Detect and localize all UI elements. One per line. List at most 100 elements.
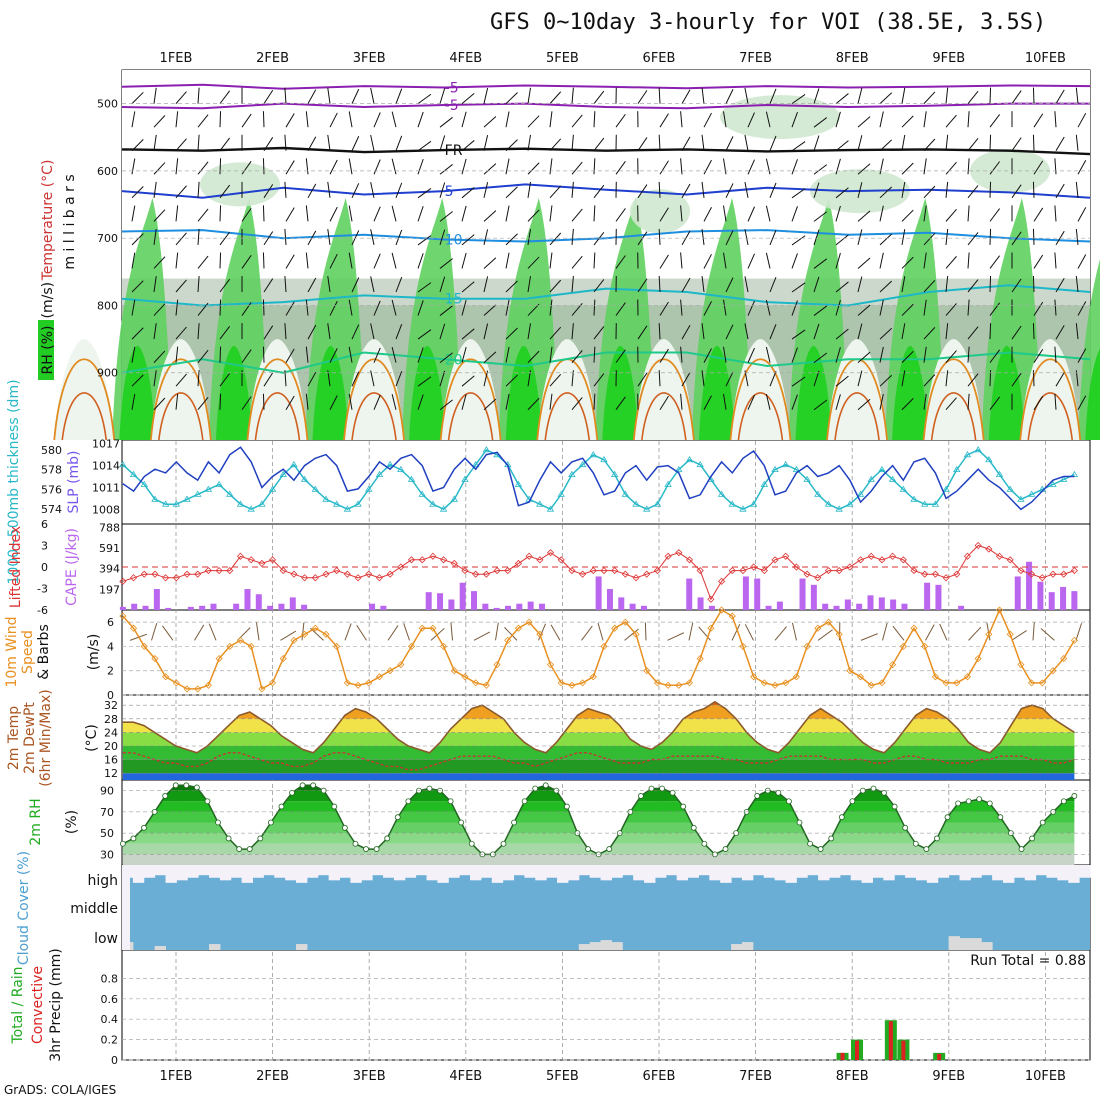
wind-barb <box>417 111 424 128</box>
wind-speed-line-point <box>685 679 694 687</box>
isotherm-30 <box>61 392 108 441</box>
cape-bar <box>233 603 240 610</box>
high-cloud-gap <box>981 865 993 876</box>
thickness-line-point <box>1017 495 1025 502</box>
wind-barb <box>175 279 187 293</box>
slp-tick: 1017 <box>92 438 120 451</box>
wind-barb <box>153 115 166 128</box>
wind-barb <box>1077 112 1087 128</box>
wind-barb <box>593 184 605 199</box>
rh-line-point <box>701 840 708 847</box>
rh-line-point <box>775 789 782 796</box>
li-point <box>771 556 779 564</box>
wind-barb <box>989 208 1001 222</box>
wind-axis-label-text: 10m Wind <box>4 616 20 687</box>
wind-barb <box>703 112 712 128</box>
wind-barb <box>835 347 841 363</box>
wind-barb <box>989 302 1001 316</box>
wind-barb <box>747 394 755 410</box>
rain-label-text: Total / Rain <box>10 966 26 1044</box>
wind-barb <box>791 253 798 269</box>
wind-barb <box>219 326 231 340</box>
thickness-line-point <box>643 505 651 512</box>
wind-barb <box>483 257 497 269</box>
thickness-line-point <box>450 495 459 502</box>
isotherm-30 <box>544 392 591 441</box>
cloud-axis-label-text: Cloud Cover (%) <box>16 851 32 965</box>
rh-line-point <box>172 782 179 789</box>
high-cloud-gap <box>1046 865 1058 878</box>
wind-barb <box>1032 181 1035 198</box>
wind-barb <box>329 206 338 222</box>
wind-barb <box>505 158 510 175</box>
wind-barb <box>417 140 432 152</box>
rh-line-point <box>807 840 813 847</box>
wind-barb <box>153 370 157 387</box>
wind-barb <box>659 160 669 175</box>
wind-barb <box>262 252 265 269</box>
date-label-top: 2FEB <box>256 51 289 66</box>
wind-barb <box>370 276 375 293</box>
thickness-line-point <box>183 495 191 502</box>
thickness-line-point <box>878 465 886 473</box>
wind-barb <box>241 113 252 128</box>
wind-speed-line-point <box>931 673 939 681</box>
wind-barb <box>901 134 906 151</box>
li-point <box>931 570 939 578</box>
cloud-low-label: low <box>94 931 118 947</box>
wind-barb <box>813 164 828 175</box>
cape-bar <box>131 603 138 610</box>
wind-barb <box>549 185 562 199</box>
wind-barb <box>725 89 734 104</box>
high-cloud-gap <box>350 865 362 883</box>
cape-bar <box>844 599 851 610</box>
wind-barb <box>923 346 927 363</box>
slp-tick: 1014 <box>92 460 120 473</box>
wind-barb <box>461 158 467 175</box>
wind-barb <box>967 185 979 199</box>
wind-barb <box>681 372 691 387</box>
li-tick: 0 <box>41 561 48 574</box>
thickness-line-point <box>161 500 170 507</box>
wind-barb <box>813 88 820 104</box>
thickness-line-point <box>846 500 854 507</box>
cape-bar <box>595 576 602 610</box>
li-point <box>226 567 234 575</box>
high-cloud-gap <box>818 865 830 881</box>
wind-barb <box>901 256 914 269</box>
wind-barb <box>857 87 863 104</box>
wind-barb <box>791 300 798 316</box>
wind-barb <box>395 276 403 293</box>
wind-speed-line-point <box>792 673 800 681</box>
date-label-bottom: 8FEB <box>836 1069 869 1084</box>
surface-wind-barb <box>1032 622 1035 641</box>
cape-bar <box>856 603 863 610</box>
low-cloud-cell <box>154 946 167 950</box>
wind-barb <box>461 234 475 246</box>
li-point <box>921 570 929 578</box>
wind-barb <box>1054 299 1057 316</box>
high-cloud-gap <box>644 865 656 883</box>
wind-barb <box>439 352 453 364</box>
wind-barb <box>703 254 712 269</box>
rh-line-point <box>912 840 919 847</box>
wind-barb <box>131 111 136 128</box>
wind-speed-line-point <box>343 679 351 687</box>
wind-barb <box>658 370 661 387</box>
li-tick: -3 <box>37 583 48 596</box>
wind-barb <box>527 115 540 128</box>
surface-wind-barb <box>387 625 399 641</box>
wind-barb <box>197 255 209 269</box>
cape-bar <box>1026 561 1033 610</box>
wind-barb <box>131 252 136 269</box>
wind-barb <box>1011 184 1022 199</box>
wind-barb <box>725 230 734 246</box>
wind-barb <box>505 280 518 293</box>
wind-barb <box>391 299 397 316</box>
wind-barb <box>813 323 820 340</box>
thickness-line-point <box>290 460 298 468</box>
wind-barb <box>769 135 777 151</box>
thickness-line-point <box>247 505 255 512</box>
isotherm-line <box>121 183 1091 199</box>
surface-wind-barb <box>860 633 878 641</box>
